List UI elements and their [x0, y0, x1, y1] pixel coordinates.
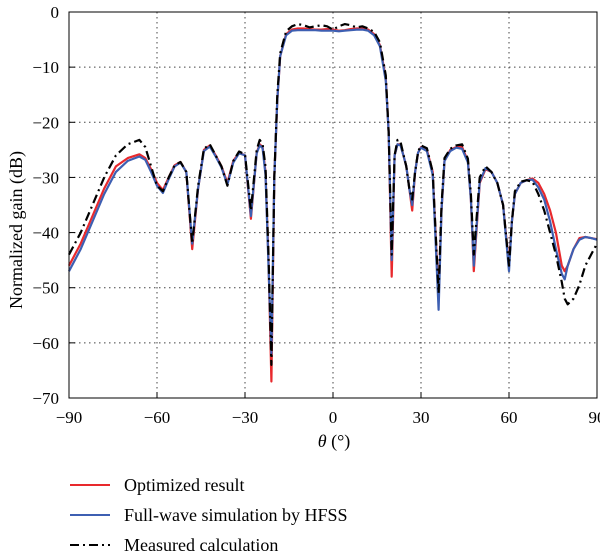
y-tick-label: −20 [32, 113, 59, 132]
x-tick-label: 60 [501, 408, 518, 427]
y-tick-label: −70 [32, 389, 59, 408]
x-tick-label: −60 [144, 408, 171, 427]
plot-frame [68, 11, 598, 399]
legend-label: Measured calculation [124, 535, 278, 555]
legend: Optimized result Full-wave simulation by … [70, 475, 348, 555]
x-axis-unit: (°) [327, 431, 351, 452]
y-tick-label: −10 [32, 58, 59, 77]
y-tick-label: 0 [51, 3, 60, 22]
y-tick-label: −30 [32, 168, 59, 187]
x-tick-label: 30 [413, 408, 430, 427]
grid-lines [69, 12, 597, 398]
x-tick-label: −90 [56, 408, 83, 427]
series-layer [68, 23, 598, 383]
y-tick-label: −50 [32, 279, 59, 298]
x-axis-symbol: θ [318, 431, 327, 451]
y-axis-label: Normalized gain (dB) [6, 151, 27, 309]
y-tick-label: −60 [32, 334, 59, 353]
x-axis-label: θ (°) [318, 431, 351, 452]
x-tick-label: 90 [589, 408, 600, 427]
series-line-1 [68, 27, 598, 383]
x-tick-label: −30 [232, 408, 259, 427]
y-tick-label: −40 [32, 224, 59, 243]
series-line-3 [68, 23, 598, 366]
axis-ticks: −90 −60 −30 0 30 60 90 0 −10 −20 −30 −40 −50 −60 −70 [32, 3, 600, 427]
x-tick-label: 0 [329, 408, 338, 427]
legend-label: Optimized result [124, 475, 244, 495]
legend-label: Full-wave simulation by HFSS [124, 505, 348, 525]
